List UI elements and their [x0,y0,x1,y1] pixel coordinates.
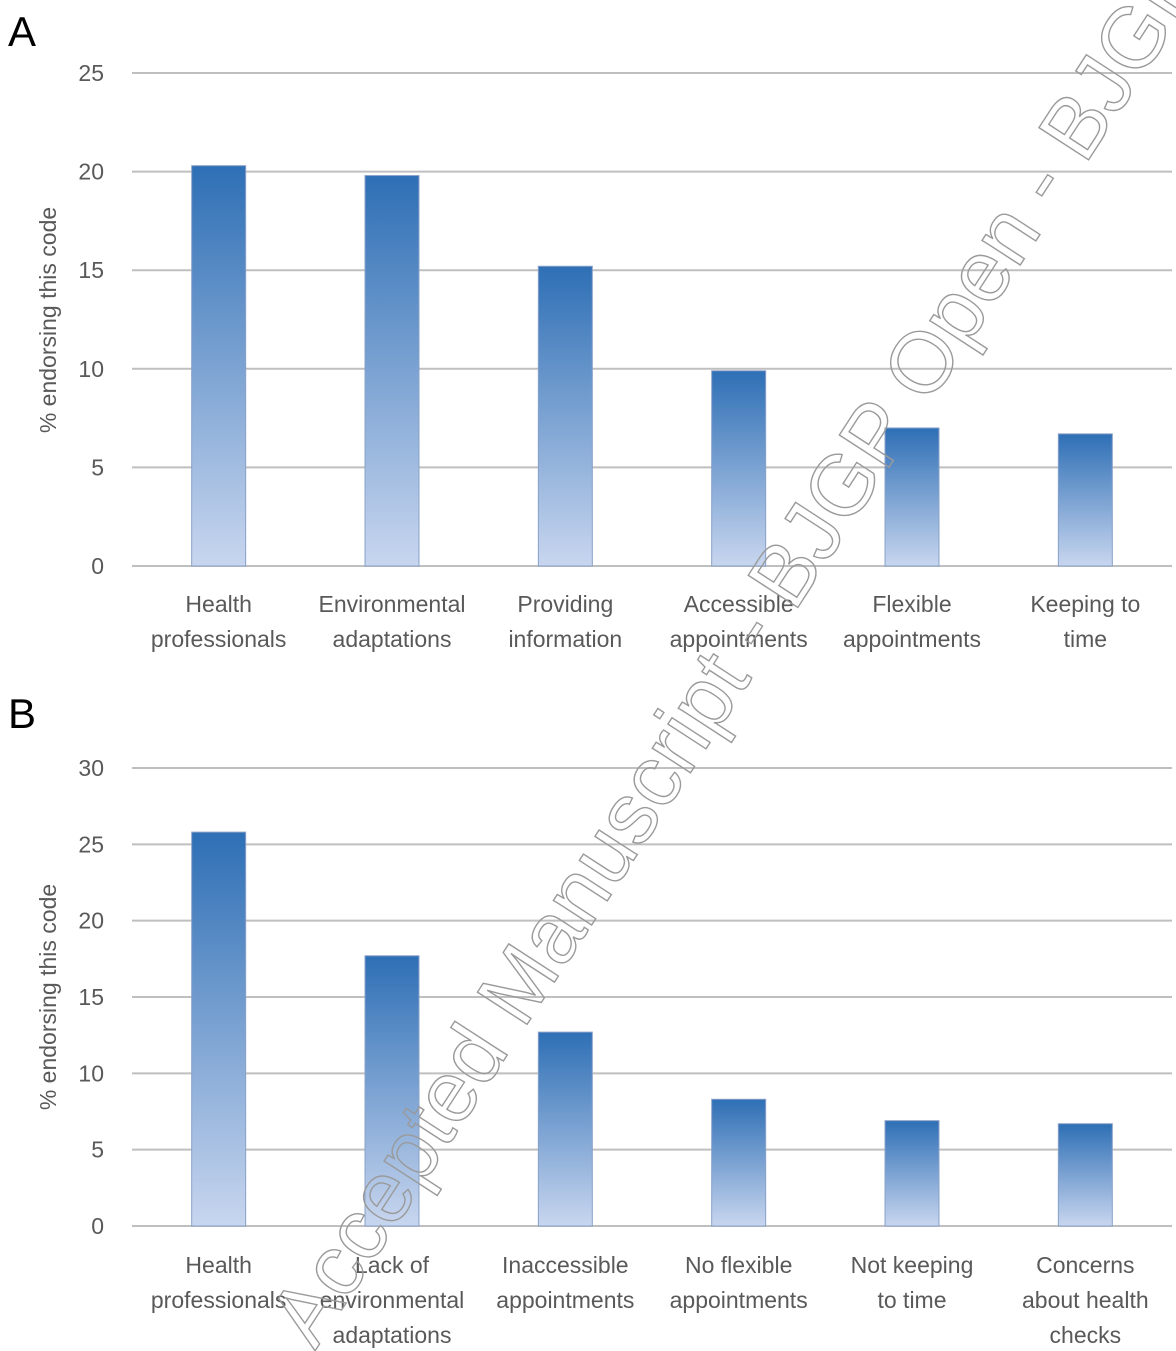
x-category-label: Flexible appointments [843,591,981,652]
bar [884,1120,940,1227]
bar [364,955,420,1227]
y-tick-label: 20 [78,159,104,185]
y-tick-label: 20 [78,908,104,934]
y-tick-label: 15 [78,257,104,283]
y-tick-label: 0 [91,553,104,579]
y-tick-label: 0 [91,1213,104,1239]
y-tick-label: 25 [78,60,104,86]
panel-b-letter: B [8,690,36,737]
x-category-label: No flexible appointments [670,1252,808,1313]
x-category-label: Accessible appointments [670,591,808,652]
bar [191,831,247,1227]
x-category-label: Providing information [508,591,622,652]
x-category-label: Health professionals [151,1252,287,1313]
x-category-label: Keeping to time [1030,591,1140,652]
bar [537,265,593,567]
x-category-label: Not keeping to time [851,1252,974,1313]
y-tick-label: 5 [91,1137,104,1163]
bar [711,1098,767,1227]
bar [537,1031,593,1227]
x-category-label: Health professionals [151,591,287,652]
y-tick-label: 25 [78,831,104,857]
bar [1057,433,1113,567]
x-category-label: Lack of environmental adaptations [320,1252,464,1348]
y-axis-label: % endorsing this code [35,884,61,1110]
y-tick-label: 30 [78,755,104,781]
y-tick-label: 10 [78,356,104,382]
x-category-label: Concerns about health checks [1022,1252,1149,1348]
x-category-label: Environmental adaptations [318,591,465,652]
bar [191,165,247,567]
bar [884,427,940,567]
bar [364,175,420,567]
y-axis-label: % endorsing this code [35,207,61,433]
y-tick-label: 5 [91,454,104,480]
x-category-label: Inaccessible appointments [496,1252,634,1313]
y-tick-label: 15 [78,984,104,1010]
chart-panel-b: 0 5 10 15 20 25 30 % endorsing this code Health p… [35,755,1172,1348]
panel-a-letter: A [8,8,36,55]
chart-panel-a: 0 5 10 15 20 25 % endorsing this code Health pro… [35,60,1172,652]
bar [711,370,767,567]
bar [1057,1123,1113,1227]
y-tick-label: 10 [78,1060,104,1086]
